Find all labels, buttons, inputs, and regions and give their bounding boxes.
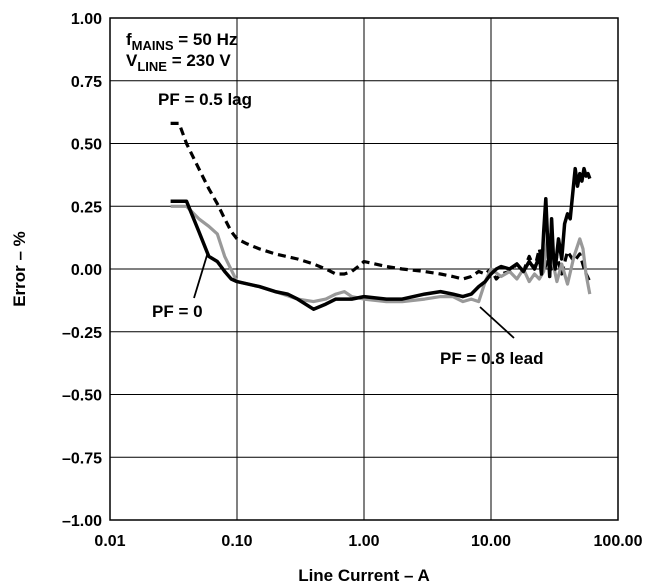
line-value: = 230 V — [167, 51, 231, 70]
pf-05-lag-label: PF = 0.5 lag — [158, 90, 252, 109]
series-lines — [170, 121, 592, 311]
x-tick-labels: 0.01 0.10 1.00 10.00 100.00 — [94, 533, 642, 550]
x-tick-label: 100.00 — [594, 533, 643, 550]
y-axis-title: Error – % — [10, 231, 29, 307]
pf-0-leader — [193, 251, 209, 299]
x-tick-label: 1.00 — [348, 533, 379, 550]
y-tick-label: 1.00 — [71, 11, 102, 28]
x-tick-label: 10.00 — [471, 533, 511, 550]
x-axis-title: Line Current – A — [298, 566, 430, 585]
line-subscript: LINE — [137, 59, 167, 74]
mains-subscript: MAINS — [132, 38, 174, 53]
y-tick-label: 0.75 — [71, 74, 102, 91]
y-tick-label: 0.50 — [71, 137, 102, 154]
x-tick-label: 0.01 — [94, 533, 125, 550]
mains-prefix: f — [126, 30, 132, 49]
pf-08-lead-label: PF = 0.8 lead — [440, 349, 543, 368]
series-line-2 — [170, 166, 592, 311]
line-prefix: V — [126, 51, 138, 70]
mains-value: = 50 Hz — [174, 30, 238, 49]
series-line-0 — [170, 121, 592, 283]
y-tick-label: –0.75 — [62, 450, 102, 467]
pf-08-leader — [479, 306, 515, 339]
y-tick-label: –0.50 — [62, 388, 102, 405]
pf-0-label: PF = 0 — [152, 302, 203, 321]
y-tick-label: –0.25 — [62, 325, 102, 342]
y-tick-label: 0.25 — [71, 199, 102, 216]
grid — [110, 18, 618, 520]
plot-frame — [109, 17, 619, 521]
line-voltage-label: VLINE = 230 V — [126, 51, 231, 74]
y-tick-label: –1.00 — [62, 513, 102, 530]
mains-frequency-label: fMAINS = 50 Hz — [126, 30, 237, 53]
y-tick-label: 0.00 — [71, 262, 102, 279]
x-tick-label: 0.10 — [221, 533, 252, 550]
series-line-1 — [170, 204, 592, 304]
y-tick-labels: 1.00 0.75 0.50 0.25 0.00 –0.25 –0.50 –0.75 –1.00 — [62, 11, 102, 530]
